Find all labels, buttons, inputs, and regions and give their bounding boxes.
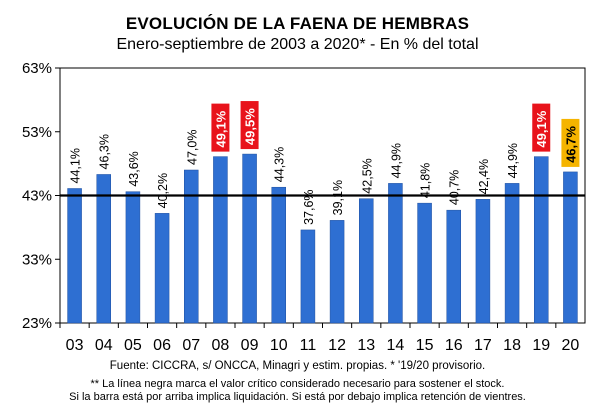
bar-16 [446, 209, 461, 324]
x-tick-label: 12 [328, 337, 346, 354]
data-label-20: 46,7% [563, 126, 578, 163]
data-label-12: 39,1% [331, 180, 345, 215]
bar-14 [388, 183, 403, 324]
data-label-09: 49,5% [243, 108, 258, 145]
data-label-highlight-09 [240, 101, 259, 150]
y-tick-label: 53% [22, 124, 52, 141]
data-label-highlight-20 [561, 118, 580, 167]
x-tick-label: 07 [182, 337, 200, 354]
x-tick-label: 15 [416, 337, 434, 354]
y-tick-label: 33% [22, 251, 52, 268]
chart-subtitle: Enero-septiembre de 2003 a 2020* - En % … [116, 36, 479, 53]
reference-line-note: ** La línea negra marca el valor crítico… [90, 378, 505, 390]
x-tick-label: 04 [95, 337, 113, 354]
x-tick-label: 10 [270, 337, 288, 354]
bar-13 [359, 198, 374, 324]
data-label-07: 47,0% [185, 130, 199, 165]
x-tick-label: 05 [124, 337, 142, 354]
data-label-17: 42,4% [477, 159, 491, 194]
bar-04 [96, 174, 111, 324]
x-tick-label: 11 [300, 337, 317, 354]
data-label-highlight-08 [211, 103, 230, 152]
bar-17 [475, 199, 491, 324]
x-tick-label: 08 [212, 337, 230, 354]
data-label-19: 49,1% [534, 110, 549, 147]
chart-title: EVOLUCIÓN DE LA FAENA DE HEMBRAS [125, 14, 470, 33]
bar-09 [242, 153, 257, 324]
bar-11 [300, 229, 316, 324]
y-tick-label: 43% [22, 188, 52, 205]
data-label-16: 40,7% [448, 170, 462, 205]
x-tick-label: 03 [66, 337, 84, 354]
bar-chart: 23% 33% 43% 53% 63% 03 04 05 06 07 08 09 10 11 12 13 14 1… [22, 60, 586, 354]
interpretation-note: Si la barra está por arriba implica liqu… [69, 391, 526, 403]
x-tick-label: 09 [241, 337, 259, 354]
x-tick-label: 16 [445, 337, 463, 354]
bar-05 [125, 191, 141, 324]
y-tick-label: 23% [22, 315, 52, 332]
y-tick-label: 63% [22, 60, 52, 77]
bar-03 [67, 188, 82, 324]
bar-18 [504, 183, 520, 324]
data-label-11: 37,6% [302, 189, 316, 224]
bar-08 [213, 156, 228, 324]
data-label-04: 46,3% [98, 134, 112, 169]
source-note: Fuente: CICCRA, s/ ONCCA, Minagri y esti… [109, 360, 486, 372]
x-tick-label: 18 [503, 337, 521, 354]
data-label-15: 41,8% [419, 163, 433, 198]
x-tick-label: 19 [532, 337, 550, 354]
bar-06 [154, 213, 170, 324]
x-tick-label: 20 [562, 337, 580, 354]
data-label-06: 40,2% [156, 173, 170, 208]
data-label-03: 44,1% [69, 148, 83, 183]
x-tick-label: 14 [387, 337, 405, 354]
x-tick-label: 13 [357, 337, 375, 354]
data-label-14: 44,9% [389, 143, 403, 178]
data-label-13: 42,5% [360, 158, 374, 193]
x-tick-label: 17 [474, 337, 492, 354]
bar-10 [271, 186, 286, 324]
data-label-05: 43,6% [127, 151, 141, 186]
data-label-10: 44,3% [273, 147, 287, 182]
bar-07 [184, 169, 199, 324]
bar-12 [329, 220, 345, 324]
data-label-08: 49,1% [213, 110, 228, 147]
bar-20 [563, 171, 578, 324]
data-label-18: 44,9% [506, 143, 520, 178]
bar-19 [534, 156, 549, 324]
data-label-highlight-19 [532, 103, 551, 152]
bar-15 [417, 202, 432, 324]
x-tick-label: 06 [153, 337, 171, 354]
